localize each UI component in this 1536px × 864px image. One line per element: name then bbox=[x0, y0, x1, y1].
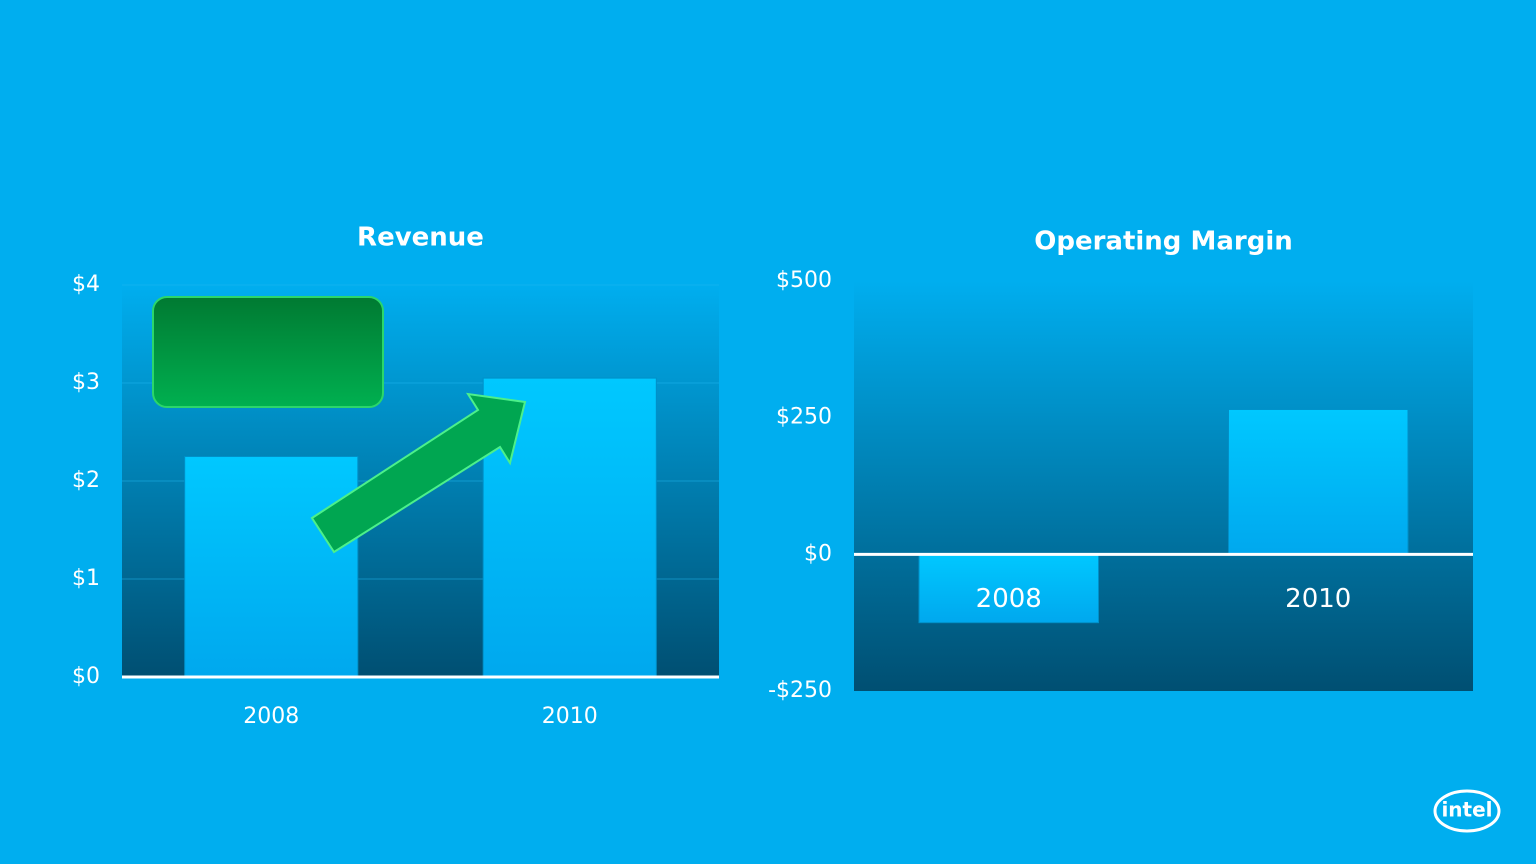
growth-arrow bbox=[310, 392, 527, 554]
x-tick-label: 2010 bbox=[1285, 584, 1351, 614]
x-tick-label: 2008 bbox=[243, 704, 299, 729]
bar bbox=[1227, 408, 1409, 555]
y-tick-label: $0 bbox=[72, 664, 100, 689]
y-tick-label: $4 bbox=[72, 272, 100, 297]
chart-title: Revenue bbox=[357, 223, 484, 253]
logo-text: intel bbox=[1441, 798, 1492, 822]
logo: intel bbox=[1433, 789, 1501, 833]
y-tick-label: $500 bbox=[776, 268, 832, 293]
chart-title: Operating Margin bbox=[1034, 227, 1293, 257]
x-tick-label: 2010 bbox=[542, 704, 598, 729]
y-tick-label: -$250 bbox=[768, 678, 832, 703]
bar bbox=[184, 456, 359, 678]
callout-box bbox=[152, 296, 384, 408]
y-tick-label: $2 bbox=[72, 468, 100, 493]
x-tick-label: 2008 bbox=[976, 584, 1042, 614]
y-tick-label: $0 bbox=[804, 541, 832, 566]
bar bbox=[918, 553, 1100, 624]
y-tick-label: $3 bbox=[72, 370, 100, 395]
y-tick-label: $1 bbox=[72, 566, 100, 591]
y-tick-label: $250 bbox=[776, 405, 832, 430]
